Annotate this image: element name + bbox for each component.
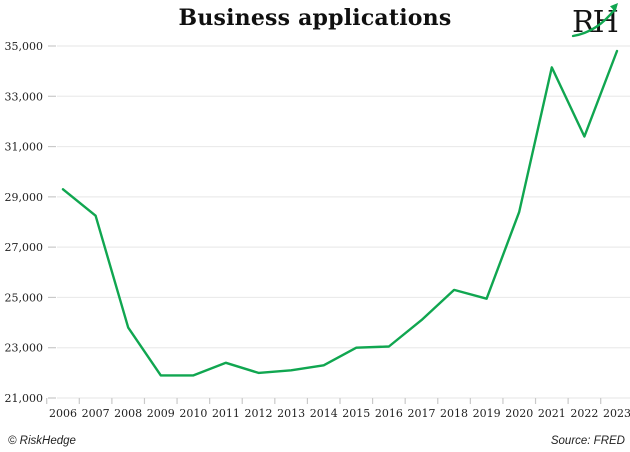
x-axis-label: 2022 xyxy=(570,407,598,420)
x-axis-label: 2006 xyxy=(49,407,77,420)
riskhedge-logo: RH xyxy=(571,3,620,40)
y-axis-label: 35,000 xyxy=(5,40,44,53)
y-axis-label: 31,000 xyxy=(5,141,44,154)
x-axis-label: 2007 xyxy=(82,407,110,420)
chart-title: Business applications xyxy=(178,5,452,31)
y-axis-label: 29,000 xyxy=(5,191,44,204)
x-axis-label: 2011 xyxy=(212,407,240,420)
x-axis-label: 2020 xyxy=(505,407,533,420)
x-axis-label: 2018 xyxy=(440,407,468,420)
logo-arrowhead-icon xyxy=(610,3,618,12)
copyright-text: © RiskHedge xyxy=(8,435,76,447)
y-axis-label: 23,000 xyxy=(5,342,44,355)
x-axis-label: 2013 xyxy=(277,407,305,420)
x-axis-label: 2016 xyxy=(375,407,403,420)
x-axis-label: 2010 xyxy=(179,407,207,420)
logo-arrow-icon xyxy=(571,7,617,38)
x-axis-label: 2008 xyxy=(114,407,142,420)
x-axis-label: 2017 xyxy=(407,407,435,420)
x-axis-label: 2009 xyxy=(147,407,175,420)
y-axis-label: 25,000 xyxy=(5,291,44,304)
x-axis-label: 2023 xyxy=(603,407,630,420)
y-axis-label: 33,000 xyxy=(5,90,44,103)
x-axis-label: 2012 xyxy=(245,407,273,420)
y-axis-label: 21,000 xyxy=(5,392,44,405)
x-axis-label: 2019 xyxy=(473,407,501,420)
x-axis-label: 2015 xyxy=(342,407,370,420)
source-text: Source: FRED xyxy=(550,435,625,447)
x-axis-label: 2021 xyxy=(538,407,566,420)
data-line xyxy=(61,49,619,377)
y-axis-label: 27,000 xyxy=(5,241,44,254)
x-axis-label: 2014 xyxy=(310,407,338,420)
